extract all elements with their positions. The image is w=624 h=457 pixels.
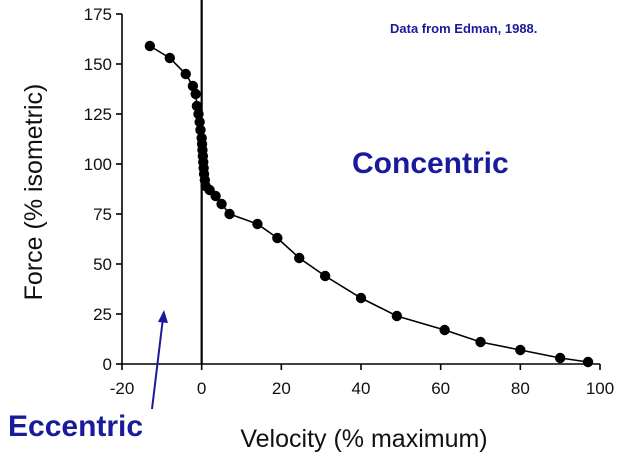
- data-point: [554, 352, 566, 364]
- series-line: [149, 45, 589, 363]
- data-point: [252, 218, 263, 230]
- x-tick-label: 40: [352, 379, 371, 398]
- data-point: [224, 208, 235, 220]
- data-point: [439, 324, 450, 336]
- eccentric-arrow: [151, 310, 168, 410]
- x-axis-title: Velocity (% maximum): [240, 425, 487, 453]
- eccentric-arrow-line: [151, 317, 164, 410]
- data-point: [319, 270, 331, 282]
- data-point: [391, 310, 403, 322]
- y-tick-label: 50: [93, 255, 112, 274]
- y-axis-title: Force (% isometric): [20, 84, 48, 301]
- x-tick-label: 80: [511, 379, 530, 398]
- y-tick-label: 150: [84, 55, 112, 74]
- y-tick-label: 0: [103, 355, 112, 374]
- data-point: [194, 116, 205, 128]
- y-tick-label: 125: [84, 105, 112, 124]
- data-point: [355, 292, 367, 304]
- data-point: [180, 68, 191, 80]
- data-point: [294, 252, 305, 264]
- ticks: -20 0 20 40 60 80 100 0 25 50 75 100 125 150 175: [84, 5, 615, 398]
- data-point: [191, 100, 203, 112]
- data-point: [210, 190, 221, 202]
- data-point: [195, 124, 206, 136]
- data-point: [187, 80, 199, 92]
- data-point: [193, 108, 204, 120]
- series-layer: [144, 40, 594, 368]
- y-tick-label: 75: [93, 205, 112, 224]
- y-tick-label: 175: [84, 5, 112, 24]
- data-point: [164, 52, 175, 64]
- data-point: [190, 88, 201, 100]
- x-tick-label: -20: [110, 379, 135, 398]
- source-note: Data from Edman, 1988.: [390, 21, 537, 36]
- data-point: [515, 344, 526, 356]
- eccentric-arrow-head: [158, 310, 168, 323]
- data-point: [144, 40, 156, 52]
- data-point: [216, 198, 227, 210]
- axes: [121, 0, 600, 365]
- y-tick-label: 100: [84, 155, 112, 174]
- concentric-label: Concentric: [352, 147, 509, 180]
- data-point: [272, 232, 283, 244]
- x-tick-label: 0: [197, 379, 206, 398]
- x-tick-label: 100: [586, 379, 614, 398]
- x-tick-label: 60: [431, 379, 450, 398]
- data-point: [582, 356, 594, 368]
- x-tick-label: 20: [272, 379, 291, 398]
- y-tick-label: 25: [93, 305, 112, 324]
- data-point: [475, 336, 486, 348]
- eccentric-label: Eccentric: [8, 410, 143, 443]
